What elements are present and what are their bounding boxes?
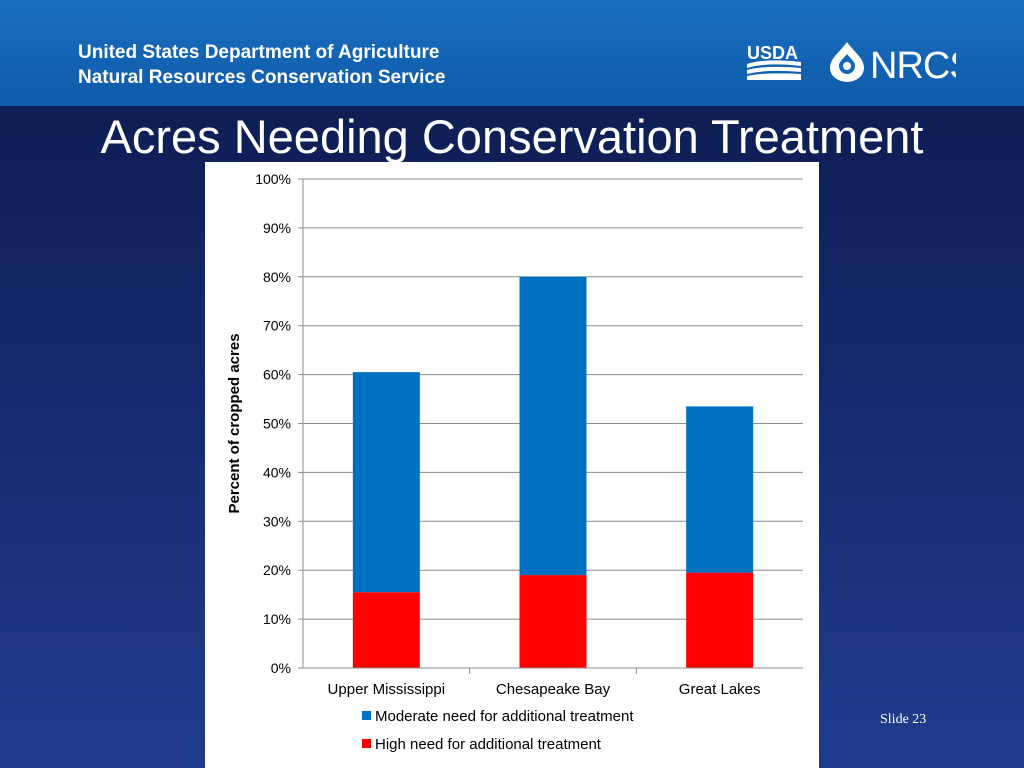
- bar-segment: [352, 372, 420, 593]
- y-tick-label: 10%: [263, 611, 291, 627]
- y-tick-label: 80%: [263, 269, 291, 285]
- nrcs-logo: NRCS: [830, 42, 956, 84]
- legend-swatch: [362, 711, 371, 720]
- slide-number: Slide 23: [880, 712, 927, 727]
- y-tick-label: 30%: [263, 513, 291, 529]
- bar-segment: [519, 575, 587, 668]
- bar-segment: [519, 276, 587, 576]
- x-tick-label: Great Lakes: [679, 681, 761, 698]
- usda-logo: USDA: [747, 43, 801, 80]
- legend-swatch: [362, 739, 371, 748]
- y-tick-label: 60%: [263, 367, 291, 383]
- y-tick-label: 50%: [263, 416, 291, 432]
- bar-segment: [686, 572, 754, 668]
- y-tick-label: 20%: [263, 562, 291, 578]
- stacked-bar-chart: 0% 10% 20% 30% 40% 50% 60% 70% 80% 90% 100% Percent…: [226, 171, 803, 753]
- x-tick-label: Upper Mississippi: [328, 681, 446, 698]
- y-tick-label: 90%: [263, 220, 291, 236]
- usda-logo-text: USDA: [747, 43, 798, 63]
- legend-label: Moderate need for additional treatment: [375, 708, 634, 725]
- legend-label: High need for additional treatment: [375, 736, 602, 753]
- bar-segment: [686, 406, 754, 573]
- slide-title: Acres Needing Conservation Treatment: [100, 110, 924, 163]
- water-drop-icon: [830, 42, 864, 82]
- agency-line-2: Natural Resources Conservation Service: [78, 67, 446, 88]
- y-tick-label: 40%: [263, 464, 291, 480]
- agency-name: United States Department of Agriculture …: [78, 40, 446, 90]
- y-tick-label: 70%: [263, 318, 291, 334]
- chart-panel: 0% 10% 20% 30% 40% 50% 60% 70% 80% 90% 100% Percent…: [205, 162, 819, 768]
- y-axis-title: Percent of cropped acres: [226, 333, 243, 513]
- y-tick-label: 100%: [255, 171, 291, 187]
- agency-line-1: United States Department of Agriculture: [78, 42, 440, 63]
- nrcs-logo-text: NRCS: [870, 45, 956, 84]
- y-tick-label: 0%: [271, 660, 291, 676]
- x-tick-label: Chesapeake Bay: [496, 681, 611, 698]
- bar-segment: [352, 592, 420, 668]
